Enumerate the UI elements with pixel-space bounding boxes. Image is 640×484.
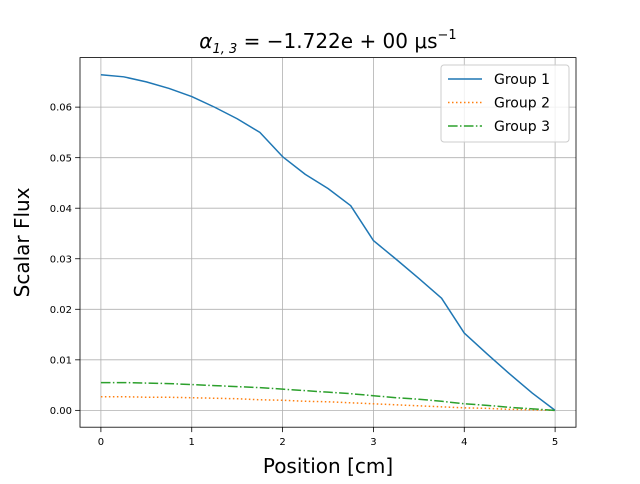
chart-title-subscript: 1, 3 [212, 42, 237, 57]
x-tick-label: 3 [370, 437, 376, 448]
chart-title-text: = −1.722e + 00 μs [237, 29, 437, 53]
x-tick-label: 0 [98, 437, 104, 448]
chart-title-superscript: −1 [438, 28, 457, 43]
legend: Group 1 Group 2 Group 3 [440, 64, 570, 143]
y-tick-label: 0.00 [50, 406, 72, 417]
x-tick-label: 2 [279, 437, 285, 448]
axes-frame [79, 57, 577, 428]
y-tick-label: 0.04 [50, 204, 72, 215]
series-line-group-3 [100, 381, 556, 412]
y-tick-label: 0.02 [50, 305, 72, 316]
x-tick-label: 1 [189, 437, 195, 448]
ticks: 0 1 2 3 4 5 0.00 0.01 0.02 0.03 0.04 0.05 0.06 [50, 103, 559, 448]
x-tick-label: 5 [552, 437, 558, 448]
legend-label-group-2: Group 2 [494, 96, 550, 112]
legend-box [440, 64, 570, 143]
chart-title-symbol: α [199, 29, 212, 53]
y-tick-label: 0.03 [50, 254, 72, 265]
legend-label-group-3: Group 3 [494, 119, 550, 135]
x-tick-label: 4 [461, 437, 467, 448]
x-axis-label: Position [cm] [263, 454, 393, 478]
y-tick-label: 0.05 [50, 153, 72, 164]
series-layer [100, 74, 556, 412]
y-tick-label: 0.01 [50, 355, 72, 366]
grid [80, 57, 576, 428]
y-axis-label: Scalar Flux [10, 187, 34, 297]
y-tick-label: 0.06 [50, 103, 72, 114]
legend-items: Group 1 Group 2 Group 3 [448, 72, 550, 135]
series-line-group-1 [100, 74, 556, 411]
chart-title: α1, 3 = −1.722e + 00 μs−1 [199, 28, 456, 57]
legend-label-group-1: Group 1 [494, 72, 550, 88]
